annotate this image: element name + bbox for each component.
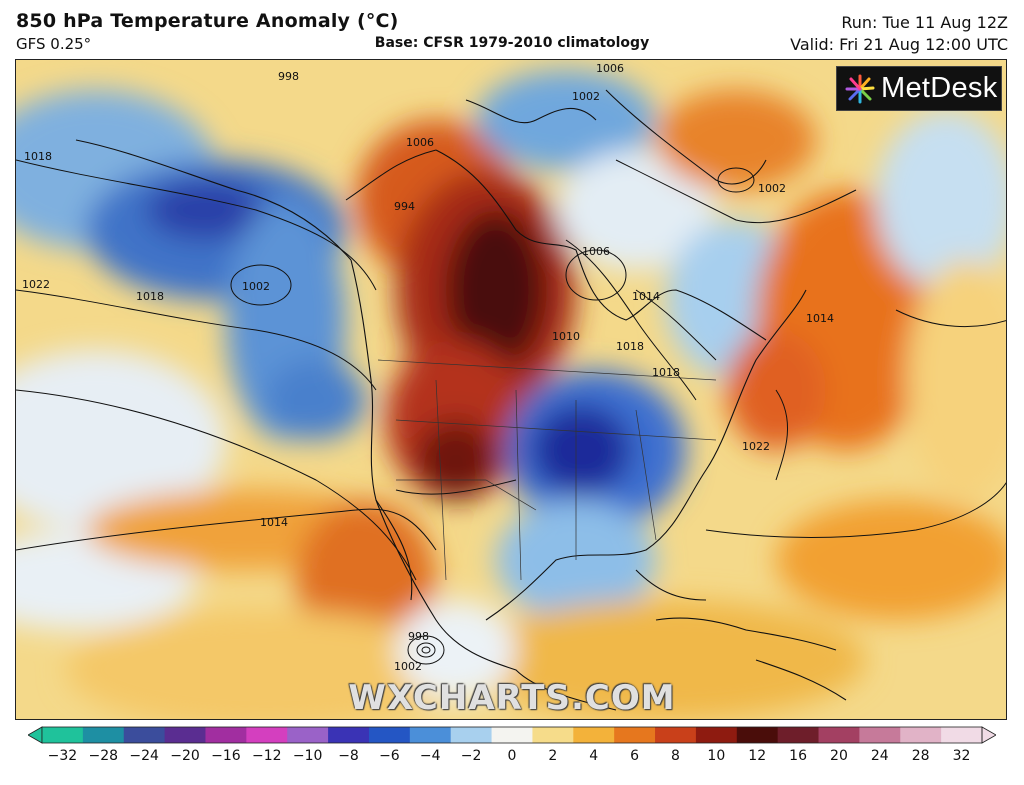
- colorbar-tick-label: 24: [870, 748, 889, 764]
- colorbar-segment: [205, 727, 247, 743]
- colorbar-tick-label: −10: [292, 748, 323, 764]
- colorbar-tick-label: 20: [830, 748, 848, 764]
- colorbar-segment: [695, 727, 738, 743]
- isobar-label: 1018: [616, 340, 644, 353]
- anomaly-field: [16, 70, 1006, 719]
- colorbar-tick-label: −2: [460, 748, 482, 764]
- isobar-label: 1006: [582, 245, 610, 258]
- anomaly-map-canvas: 998 1018 1006 1002 994 1022 1018 1002 10…: [16, 60, 1006, 719]
- isobar-label: 1002: [572, 90, 600, 103]
- isobar-label: 1018: [24, 150, 52, 163]
- colorbar-segment: [287, 727, 329, 743]
- colorbar-tick-label: −12: [252, 748, 282, 764]
- colorbar-segment: [777, 727, 820, 743]
- colorbar-tick-label: 0: [507, 748, 517, 764]
- colorbar-segment: [941, 727, 983, 743]
- model-label: GFS 0.25°: [16, 35, 92, 53]
- chart-title: 850 hPa Temperature Anomaly (°C): [16, 10, 399, 32]
- climatology-base-label: Base: CFSR 1979-2010 climatology: [374, 35, 650, 51]
- isobar-label: 1022: [22, 278, 50, 291]
- colorbar-segment: [123, 727, 166, 743]
- colorbar-tick-label: 6: [630, 748, 640, 764]
- colorbar-tick-label: −20: [170, 748, 200, 764]
- isobar-label: 1014: [260, 516, 288, 529]
- metdesk-logo: MetDesk: [836, 66, 1002, 111]
- colorbar-tick-label: 8: [671, 748, 680, 764]
- valid-time-label: Valid: Fri 21 Aug 12:00 UTC: [790, 35, 1008, 54]
- isobar-label: 1014: [632, 290, 660, 303]
- colorbar-tick-label: −4: [419, 748, 441, 764]
- isobar-labels: 998 1018 1006 1002 994 1022 1018 1002 10…: [22, 62, 834, 673]
- isobar-label: 994: [394, 200, 415, 213]
- run-time-label: Run: Tue 11 Aug 12Z: [841, 13, 1008, 32]
- colorbar-segment: [368, 727, 411, 743]
- colorbar-frame: [41, 726, 983, 744]
- colorbar-segment: [900, 727, 942, 743]
- colorbar-tick-label: −24: [129, 748, 159, 764]
- colorbar-segment: [859, 727, 901, 743]
- colorbar-segment: [409, 727, 452, 743]
- colorbar-tick-label: 16: [789, 748, 807, 764]
- colorbar-segments: [28, 726, 996, 744]
- colorbar-segment: [532, 727, 574, 743]
- colorbar-segment: [82, 727, 125, 743]
- isobar-label: 1010: [552, 330, 580, 343]
- isobar-label: 1018: [652, 366, 680, 379]
- isobar-label: 1014: [806, 312, 834, 325]
- colorbar-segment: [573, 727, 615, 743]
- colorbar-segment: [42, 727, 84, 743]
- colorbar: [28, 726, 996, 744]
- colorbar-tick-label: −32: [47, 748, 78, 764]
- colorbar-high-arrow: [981, 726, 996, 744]
- colorbar-segment: [818, 727, 860, 743]
- colorbar-segment: [246, 727, 288, 743]
- isobars: [16, 149, 1006, 665]
- colorbar-segment: [491, 727, 533, 743]
- colorbar-tick-label: 32: [952, 748, 971, 764]
- colorbar-tick-label: 2: [548, 748, 558, 764]
- starburst-icon: [845, 74, 875, 103]
- colorbar-segment: [164, 727, 206, 743]
- isobar-label: 998: [278, 70, 299, 83]
- isobar-label: 1018: [136, 290, 164, 303]
- colorbar-tick-label: 28: [911, 748, 930, 764]
- colorbar-tick-label: 12: [748, 748, 767, 764]
- colorbar-tick-label: −8: [338, 748, 359, 764]
- colorbar-segment: [655, 727, 697, 743]
- isobar-label: 1006: [406, 136, 434, 149]
- colorbar-tick-label: 4: [589, 748, 599, 764]
- colorbar-segment: [614, 727, 656, 743]
- colorbar-tick-label: −16: [211, 748, 241, 764]
- colorbar-tick-labels: −32 −28 −24 −20 −16 −12 −10 −8 −6 −4 −2 0 2 4 6 8 10 12 16…: [0, 746, 1024, 770]
- isobar-label: 998: [408, 630, 429, 643]
- coastlines: [75, 89, 847, 711]
- anomaly-map[interactable]: 998 1018 1006 1002 994 1022 1018 1002 10…: [15, 59, 1007, 720]
- colorbar-segment: [450, 727, 493, 743]
- isobar-label: 1002: [758, 182, 786, 195]
- colorbar-segment: [328, 727, 370, 743]
- colorbar-segment: [736, 727, 779, 743]
- isobar-label: 1006: [596, 62, 624, 75]
- isobar-label: 1002: [394, 660, 422, 673]
- colorbar-tick-label: −6: [379, 748, 400, 764]
- colorbar-tick-label: −28: [88, 748, 119, 764]
- isobar-label: 1022: [742, 440, 770, 453]
- isobar-label: 1002: [242, 280, 270, 293]
- metdesk-logo-text: MetDesk: [881, 72, 998, 104]
- colorbar-low-arrow: [28, 726, 43, 744]
- political-borders: [377, 359, 717, 581]
- colorbar-tick-label: 10: [707, 748, 726, 764]
